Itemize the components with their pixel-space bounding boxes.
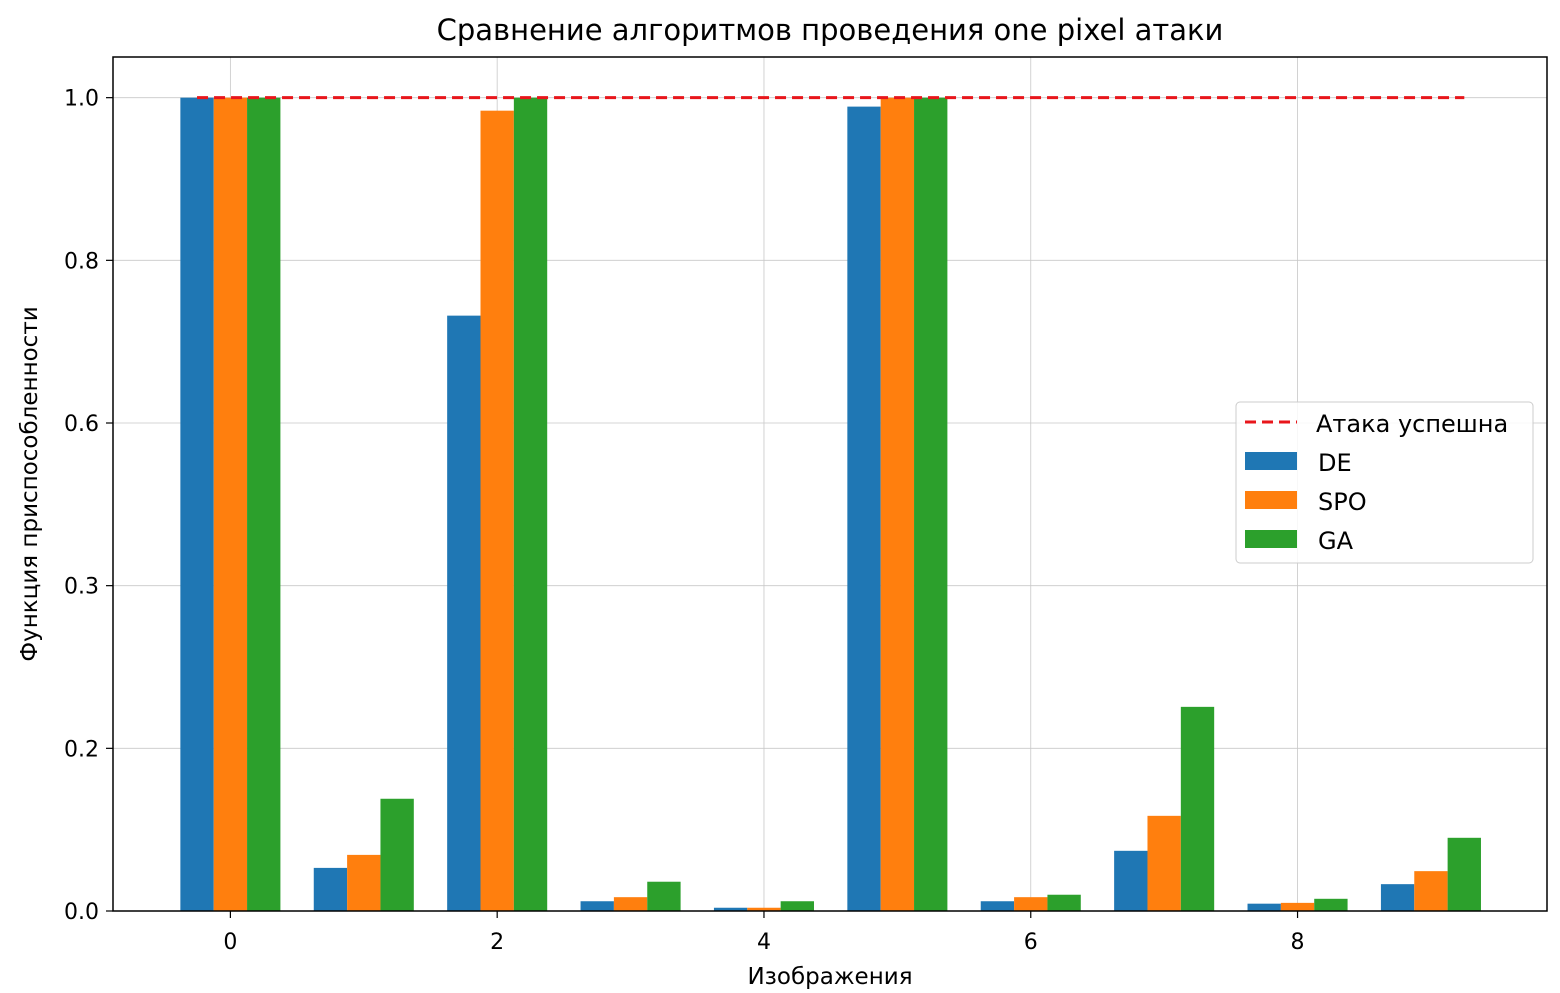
bar-de-2	[447, 315, 481, 911]
bar-spo-4	[747, 907, 781, 911]
legend-label-de: DE	[1318, 449, 1352, 477]
bar-spo-7	[1147, 815, 1181, 911]
bar-ga-4	[780, 901, 814, 911]
bar-ga-8	[1314, 898, 1348, 911]
y-tick-label: 0.2	[64, 737, 99, 762]
x-tick-label: 0	[223, 930, 237, 955]
x-tick-label: 4	[757, 930, 771, 955]
legend-swatch-ga	[1245, 530, 1297, 548]
bar-ga-1	[380, 798, 414, 911]
chart-title: Сравнение алгоритмов проведения one pixe…	[437, 13, 1224, 47]
bar-ga-6	[1047, 894, 1081, 911]
bar-de-1	[313, 867, 348, 911]
bar-spo-1	[347, 854, 381, 911]
bar-spo-3	[613, 897, 648, 911]
bar-de-4	[713, 907, 748, 911]
bar-ga-3	[647, 881, 681, 911]
bar-spo-2	[480, 110, 514, 912]
legend-box	[1235, 401, 1534, 564]
y-tick-label: 0.8	[64, 249, 99, 274]
bar-ga-5	[914, 97, 948, 911]
bar-spo-6	[1014, 897, 1048, 911]
bar-de-0	[180, 97, 214, 911]
bar-de-3	[580, 901, 614, 911]
y-tick-label: 0.0	[64, 900, 99, 925]
bar-spo-9	[1414, 871, 1448, 911]
bar-ga-9	[1447, 837, 1481, 911]
legend-swatch-spo	[1245, 491, 1297, 509]
legend-label-ga: GA	[1318, 527, 1354, 555]
x-tick-label: 2	[490, 930, 504, 955]
y-tick-label: 0.6	[64, 412, 99, 437]
bar-de-5	[847, 106, 881, 911]
bar-spo-8	[1280, 902, 1315, 911]
bar-spo-0	[213, 97, 248, 911]
y-axis-label: Функция приспособленности	[17, 306, 43, 661]
y-tick-label: 0.3	[64, 575, 99, 600]
bar-de-7	[1114, 850, 1148, 911]
plot-frame	[112, 56, 1548, 912]
x-tick-label: 8	[1291, 930, 1305, 955]
x-tick-label: 6	[1024, 930, 1038, 955]
y-tick-label: 1.0	[64, 87, 99, 112]
bar-de-8	[1247, 903, 1281, 911]
legend: Атака успешна DE SPO GA	[1235, 401, 1534, 564]
bar-de-6	[980, 901, 1015, 911]
bar-ga-7	[1180, 706, 1215, 911]
legend-swatch-de	[1245, 452, 1297, 470]
bar-spo-5	[880, 97, 915, 911]
legend-label-spo: SPO	[1318, 488, 1367, 516]
bar-ga-2	[513, 97, 548, 911]
bar-ga-0	[247, 97, 281, 911]
legend-label-threshold: Атака успешна	[1316, 410, 1508, 438]
x-axis-label: Изображения	[747, 964, 912, 990]
bar-de-9	[1380, 884, 1415, 911]
